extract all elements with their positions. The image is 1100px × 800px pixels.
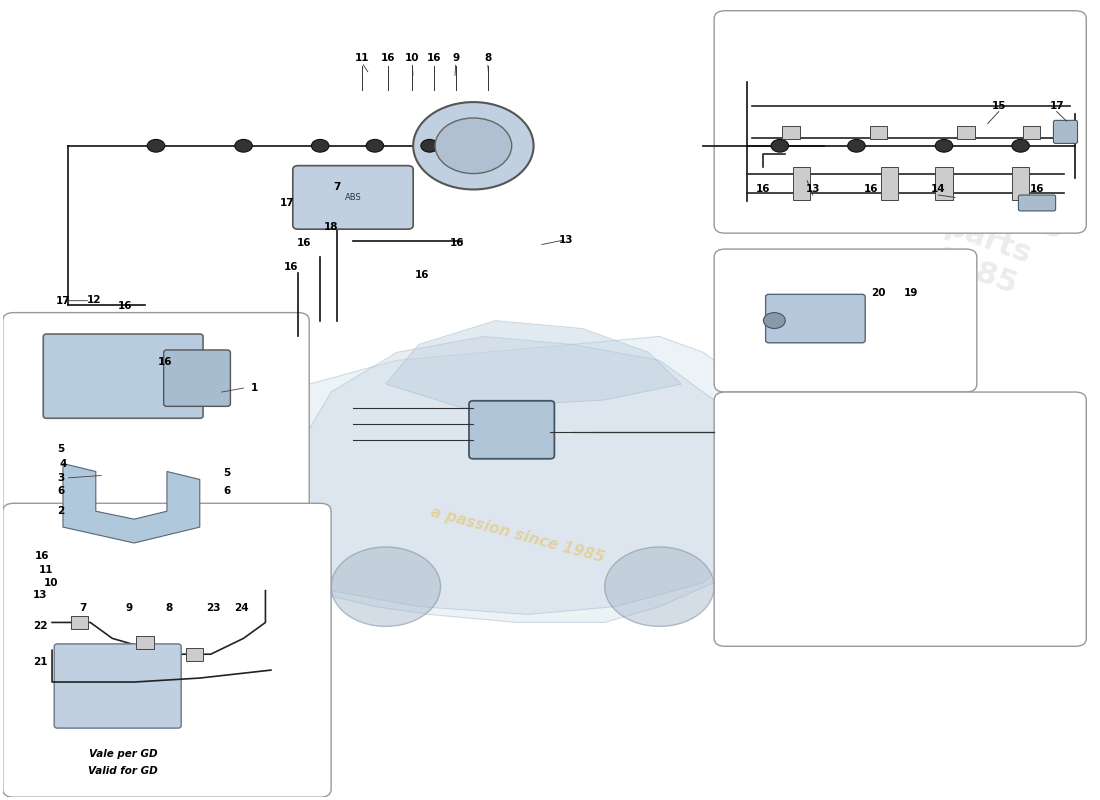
Text: 21: 21 [33,657,47,667]
FancyBboxPatch shape [935,167,953,200]
Text: 6: 6 [57,486,65,496]
Text: 16: 16 [756,185,771,194]
FancyBboxPatch shape [957,126,975,138]
Text: 16: 16 [450,238,464,249]
Text: 17: 17 [280,198,295,208]
Circle shape [234,139,252,152]
Polygon shape [298,337,747,614]
Polygon shape [63,463,200,543]
FancyBboxPatch shape [164,350,230,406]
FancyBboxPatch shape [469,401,554,458]
FancyBboxPatch shape [3,503,331,798]
Text: 24: 24 [234,603,249,613]
Circle shape [147,139,165,152]
FancyBboxPatch shape [1023,126,1041,138]
FancyBboxPatch shape [43,334,204,418]
Circle shape [605,547,714,626]
FancyBboxPatch shape [1054,120,1078,143]
Text: 10: 10 [405,54,419,63]
Text: 9: 9 [125,603,132,613]
Text: 22: 22 [33,622,47,631]
Text: 13: 13 [559,234,574,245]
Text: 16: 16 [1030,185,1044,194]
Text: 7: 7 [333,182,340,192]
Circle shape [331,547,441,626]
Text: Vale per GD: Vale per GD [89,749,157,758]
Text: 18: 18 [323,222,339,232]
Text: Brembo
parts
1885: Brembo parts 1885 [909,173,1067,309]
Text: 16: 16 [35,550,50,561]
Text: 13: 13 [33,590,47,601]
Text: Brembo
parts: Brembo parts [873,116,1058,239]
Text: 8: 8 [484,54,492,63]
Text: 16: 16 [297,238,311,248]
Text: 16: 16 [427,54,441,63]
Text: Valid for GD: Valid for GD [88,766,158,776]
Text: 5: 5 [57,444,65,454]
FancyBboxPatch shape [136,636,154,649]
Text: 16: 16 [415,270,429,280]
Text: 19: 19 [904,288,918,298]
FancyBboxPatch shape [293,166,414,229]
Text: 7: 7 [79,603,87,613]
FancyBboxPatch shape [793,167,811,200]
FancyBboxPatch shape [70,616,88,629]
Text: 13: 13 [805,185,820,194]
FancyBboxPatch shape [54,644,182,728]
Text: 3: 3 [57,473,65,483]
Text: 12: 12 [87,295,101,305]
Circle shape [436,118,512,174]
FancyBboxPatch shape [714,10,1087,233]
FancyBboxPatch shape [1019,195,1056,211]
Text: 23: 23 [206,603,220,613]
Polygon shape [386,321,681,408]
Text: 9: 9 [452,54,460,63]
Circle shape [421,139,439,152]
Text: 1: 1 [251,383,258,393]
FancyBboxPatch shape [714,249,977,392]
Text: 2: 2 [57,506,65,516]
Text: 14: 14 [932,185,946,194]
Text: 16: 16 [864,185,878,194]
FancyBboxPatch shape [880,167,898,200]
Text: 6: 6 [223,486,231,496]
Text: 17: 17 [1049,101,1064,111]
FancyBboxPatch shape [870,126,887,138]
FancyBboxPatch shape [766,294,866,342]
Text: 15: 15 [991,101,1006,111]
Text: 11: 11 [40,565,54,575]
Text: 16: 16 [157,357,172,367]
FancyBboxPatch shape [186,648,204,661]
Text: 10: 10 [44,578,58,588]
Circle shape [414,102,534,190]
FancyBboxPatch shape [3,313,309,567]
Circle shape [763,313,785,329]
Text: 5: 5 [223,468,231,478]
Text: 16: 16 [284,262,298,271]
Text: ABS: ABS [344,193,362,202]
Text: 11: 11 [354,54,368,63]
Circle shape [848,139,866,152]
FancyBboxPatch shape [1012,167,1030,200]
Circle shape [771,139,789,152]
Text: 17: 17 [56,296,70,306]
Text: 20: 20 [871,288,886,298]
Polygon shape [287,337,758,622]
Text: 16: 16 [381,54,395,63]
Circle shape [366,139,384,152]
Text: 16: 16 [118,302,133,311]
Circle shape [935,139,953,152]
Text: 8: 8 [165,603,173,613]
FancyBboxPatch shape [782,126,800,138]
Circle shape [1012,139,1030,152]
Circle shape [311,139,329,152]
Text: 4: 4 [59,458,67,469]
Text: a passion since 1985: a passion since 1985 [429,505,606,566]
FancyBboxPatch shape [714,392,1087,646]
